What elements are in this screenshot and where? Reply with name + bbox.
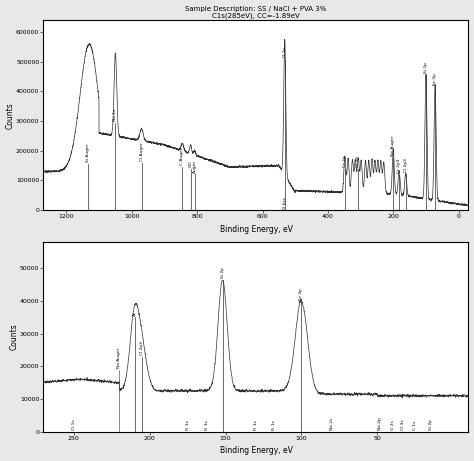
X-axis label: Binding Energy, eV: Binding Energy, eV: [219, 225, 292, 234]
Text: Cl 2p: Cl 2p: [356, 156, 360, 167]
Text: Ar: Ar: [133, 311, 137, 316]
Text: C Auger: C Auger: [181, 148, 184, 165]
Text: Na 2p: Na 2p: [378, 418, 383, 431]
Text: Cl 2p3: Cl 2p3: [404, 158, 408, 172]
Text: Si 2p: Si 2p: [428, 420, 432, 431]
Text: O 2s: O 2s: [391, 421, 394, 431]
Text: Cl 2p3: Cl 2p3: [140, 341, 144, 355]
Text: Fi 1s: Fi 1s: [254, 421, 258, 431]
Text: Si Auger: Si Auger: [86, 144, 90, 162]
Text: Na 1s: Na 1s: [113, 108, 118, 121]
Text: Si 2p: Si 2p: [220, 267, 225, 278]
Text: Fi 1s: Fi 1s: [205, 421, 210, 431]
Text: Cl Auger: Cl Auger: [139, 142, 144, 161]
Text: O 1s: O 1s: [283, 47, 287, 57]
Text: Cl 3s: Cl 3s: [401, 420, 405, 431]
Text: Cr 2p: Cr 2p: [343, 155, 347, 167]
Text: Si 2p: Si 2p: [424, 63, 428, 73]
Text: O kss: O kss: [283, 197, 287, 208]
Text: Fe 2p: Fe 2p: [300, 288, 303, 300]
Text: Cl 1s: Cl 1s: [72, 420, 76, 431]
Text: Na Auger: Na Auger: [118, 348, 121, 368]
Text: Na 2s: Na 2s: [330, 418, 334, 431]
Y-axis label: Counts: Counts: [6, 102, 15, 129]
Y-axis label: Counts: Counts: [9, 324, 18, 350]
Text: Fe 2p: Fe 2p: [433, 73, 437, 85]
Text: Cr 2p3: Cr 2p3: [397, 159, 401, 173]
Text: Fi 1s: Fi 1s: [186, 421, 190, 431]
Title: Sample Description: SS / NaCl + PVA 3%
C1s(285eV), CC=-1.89eV: Sample Description: SS / NaCl + PVA 3% C…: [185, 6, 327, 19]
Text: C 1s: C 1s: [413, 421, 417, 431]
Text: Fi 1s: Fi 1s: [272, 421, 276, 431]
X-axis label: Binding Energy, eV: Binding Energy, eV: [219, 446, 292, 455]
Text: OO: OO: [189, 160, 192, 167]
Text: Auger: Auger: [192, 160, 197, 173]
Text: Na Auger: Na Auger: [391, 136, 395, 156]
